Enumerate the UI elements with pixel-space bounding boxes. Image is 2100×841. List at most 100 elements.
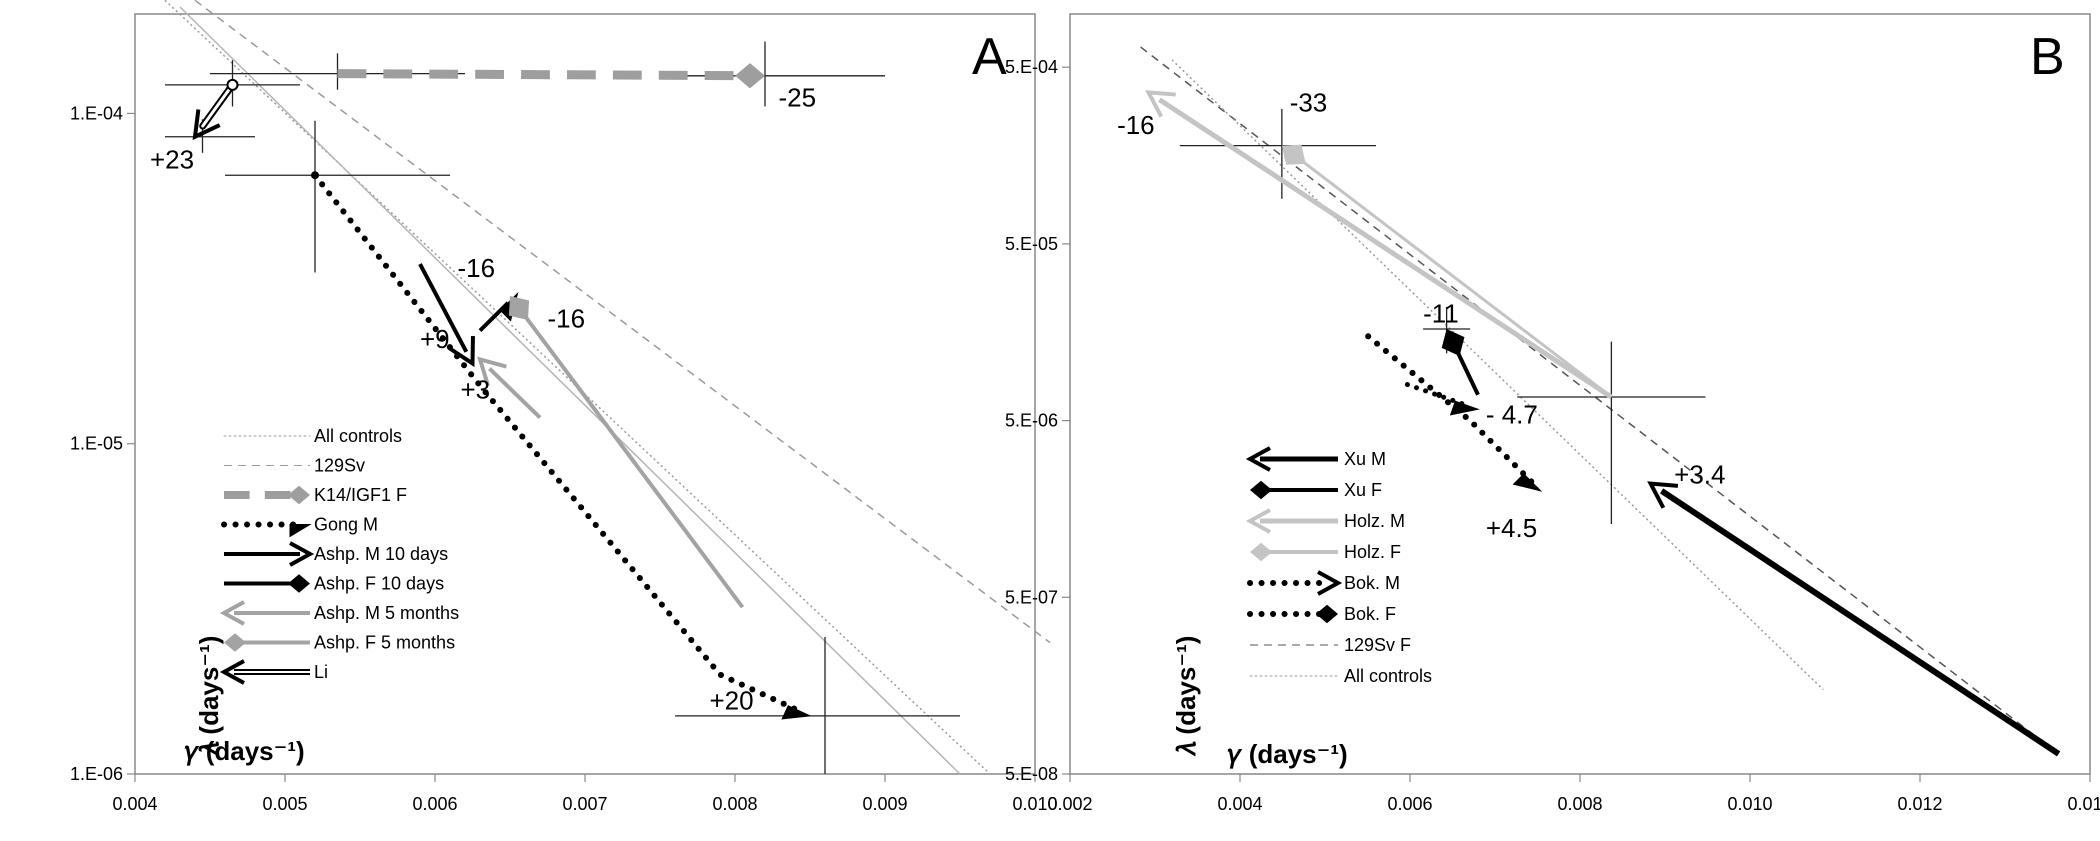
series-ashp-m-10-days-line [418,263,469,353]
panel-b-reference-lines [1140,46,2060,755]
series-ashp-f-5-months-line [518,308,745,609]
series-ashp-m-10-days [418,263,475,368]
y-tick-label: 5.E-05 [1005,234,1058,254]
panel-a: A -25+23-16-16+9+3+20 0.004 0.005 0.006 0.0… [70,0,1058,814]
legend-entry-gong-m-label: Gong M [314,515,378,535]
series-gong-m-head [781,705,812,720]
series-bok-m-head [1512,473,1543,492]
series-holz-m [1144,90,1613,400]
legend-entry-ashp-m-5-months-head [219,600,245,626]
legend-entry-all-controls-label: All controls [1344,666,1432,686]
series-k14-igf1-f [337,63,765,89]
legend-entry-bok-m-head [1317,570,1343,596]
legend-entry-gong-m-head [289,524,312,538]
series-li [192,78,239,141]
legend-entry-xu-m-label: Xu M [1344,449,1386,469]
panel-b-annotations: -33 -16 -11 - 4.7 +3.4 +4.5 [1117,88,1725,543]
panel-a-letter: A [972,28,1007,86]
legend-entry-xu-f-head [1250,480,1272,500]
legend-entry-ashp-m-5-months: Ashp. M 5 months [219,600,459,626]
series-holz-m-head [1144,90,1176,118]
series-ashp-m-5-months [477,356,542,419]
panel-b-y-axis-label: 𝜆 (days⁻¹) [1171,636,1201,757]
reference-line-all-controls [1171,59,1824,691]
series-li-inner [201,83,234,128]
x-tick-label: 0.008 [712,794,757,814]
legend-entry-gong-m: Gong M [221,515,378,538]
reference-line-guide [179,6,961,775]
legend-entry-129sv: 129Sv [224,456,365,476]
annotation-label: +9 [420,324,450,354]
series-holz-f-line [1294,154,1613,399]
legend-entry-all-controls-label: All controls [314,426,402,446]
panel-b-y-ticks: 5.E-04 5.E-05 5.E-06 5.E-07 5.E-08 [1005,57,1070,784]
series-bok-f-line [1404,382,1469,408]
x-tick-label: 0.008 [1557,794,1602,814]
legend-entry-ashp-m-10-days: Ashp. M 10 days [224,541,448,567]
legend-entry-bok-f-head [1316,604,1338,624]
annotation-label: -16 [548,303,586,333]
reference-line-129sv-f [1140,46,2060,755]
panel-a-x-ticks: 0.004 0.005 0.006 0.007 0.008 0.009 0.010 [112,774,1058,814]
legend-entry-holz-f-label: Holz. F [1344,542,1401,562]
annotation-label: -16 [458,253,496,283]
legend-entry-li-label: Li [314,662,328,682]
legend-entry-xu-f: Xu F [1250,480,1382,500]
series-gong-m [311,171,812,720]
annotation-label: -11 [1423,298,1459,328]
legend-entry-ashp-f-10-days-head [288,574,310,593]
legend-entry-ashp-m-10-days-head [289,541,315,567]
series-gong-m-start-marker [311,171,319,180]
x-tick-label: 0.009 [862,794,907,814]
series-bok-m-line [1365,333,1535,485]
y-tick-label: 5.E-06 [1005,411,1058,431]
annotation-label: -33 [1290,88,1328,118]
x-tick-label: 0.006 [412,794,457,814]
legend-entry-holz-f-head [1250,542,1272,562]
panel-b-x-axis-label: 𝛾 (days⁻¹) [1227,739,1348,769]
legend-entry-129sv-f-label: 129Sv F [1344,635,1411,655]
panel-b-letter: B [2030,28,2065,86]
series-ashp-m-5-months-line [488,367,542,419]
legend-entry-bok-f-label: Bok. F [1344,604,1396,624]
series-ashp-m-5-months-head [477,356,507,387]
series-bok-f-head [1449,400,1480,416]
series-xu-f [1441,328,1480,396]
annotation-label: - 4.7 [1486,400,1538,430]
panel-b-series [1144,90,2061,757]
legend-entry-bok-f: Bok. F [1247,604,1396,624]
legend-entry-k14-igf1-f-label: K14/IGF1 F [314,485,407,505]
series-li-head [192,109,221,141]
series-ashp-f-5-months-head [508,296,530,321]
series-xu-f-head [1441,328,1465,357]
annotation-label: -16 [1117,110,1155,140]
series-holz-f-head [1281,144,1306,165]
legend-entry-ashp-f-5-months: Ashp. F 5 months [224,633,455,653]
series-holz-m-line [1158,97,1613,400]
annotation-label: +23 [150,145,194,175]
legend-entry-k14-igf1-f-head [288,485,310,505]
series-ashp-f-5-months [508,296,745,609]
legend-entry-xu-f-label: Xu F [1344,480,1382,500]
x-tick-label: 0.014 [2067,794,2100,814]
panel-a-series [192,63,812,720]
x-tick-label: 0.012 [1897,794,1942,814]
panel-a-y-axis-label: 𝜆 (days⁻¹) [194,636,224,757]
legend-entry-xu-m-head [1245,446,1271,472]
legend-entry-ashp-f-10-days: Ashp. F 10 days [224,574,444,594]
series-ashp-m-10-days-head [448,336,475,368]
series-bok-m [1365,333,1543,492]
annotation-label: +20 [710,685,754,715]
x-tick-label: 0.007 [562,794,607,814]
legend-entry-holz-m-head [1245,508,1271,534]
x-tick-label: 0.006 [1387,794,1432,814]
legend-entry-bok-m: Bok. M [1247,570,1400,596]
x-tick-label: 0.005 [262,794,307,814]
reference-line-129sv [194,0,1051,644]
x-tick-label: 0.004 [112,794,157,814]
legend-entry-129sv-f: 129Sv F [1250,635,1411,655]
series-holz-f [1281,144,1613,399]
legend-entry-ashp-m-10-days-label: Ashp. M 10 days [314,544,448,564]
legend-entry-129sv-label: 129Sv [314,456,365,476]
